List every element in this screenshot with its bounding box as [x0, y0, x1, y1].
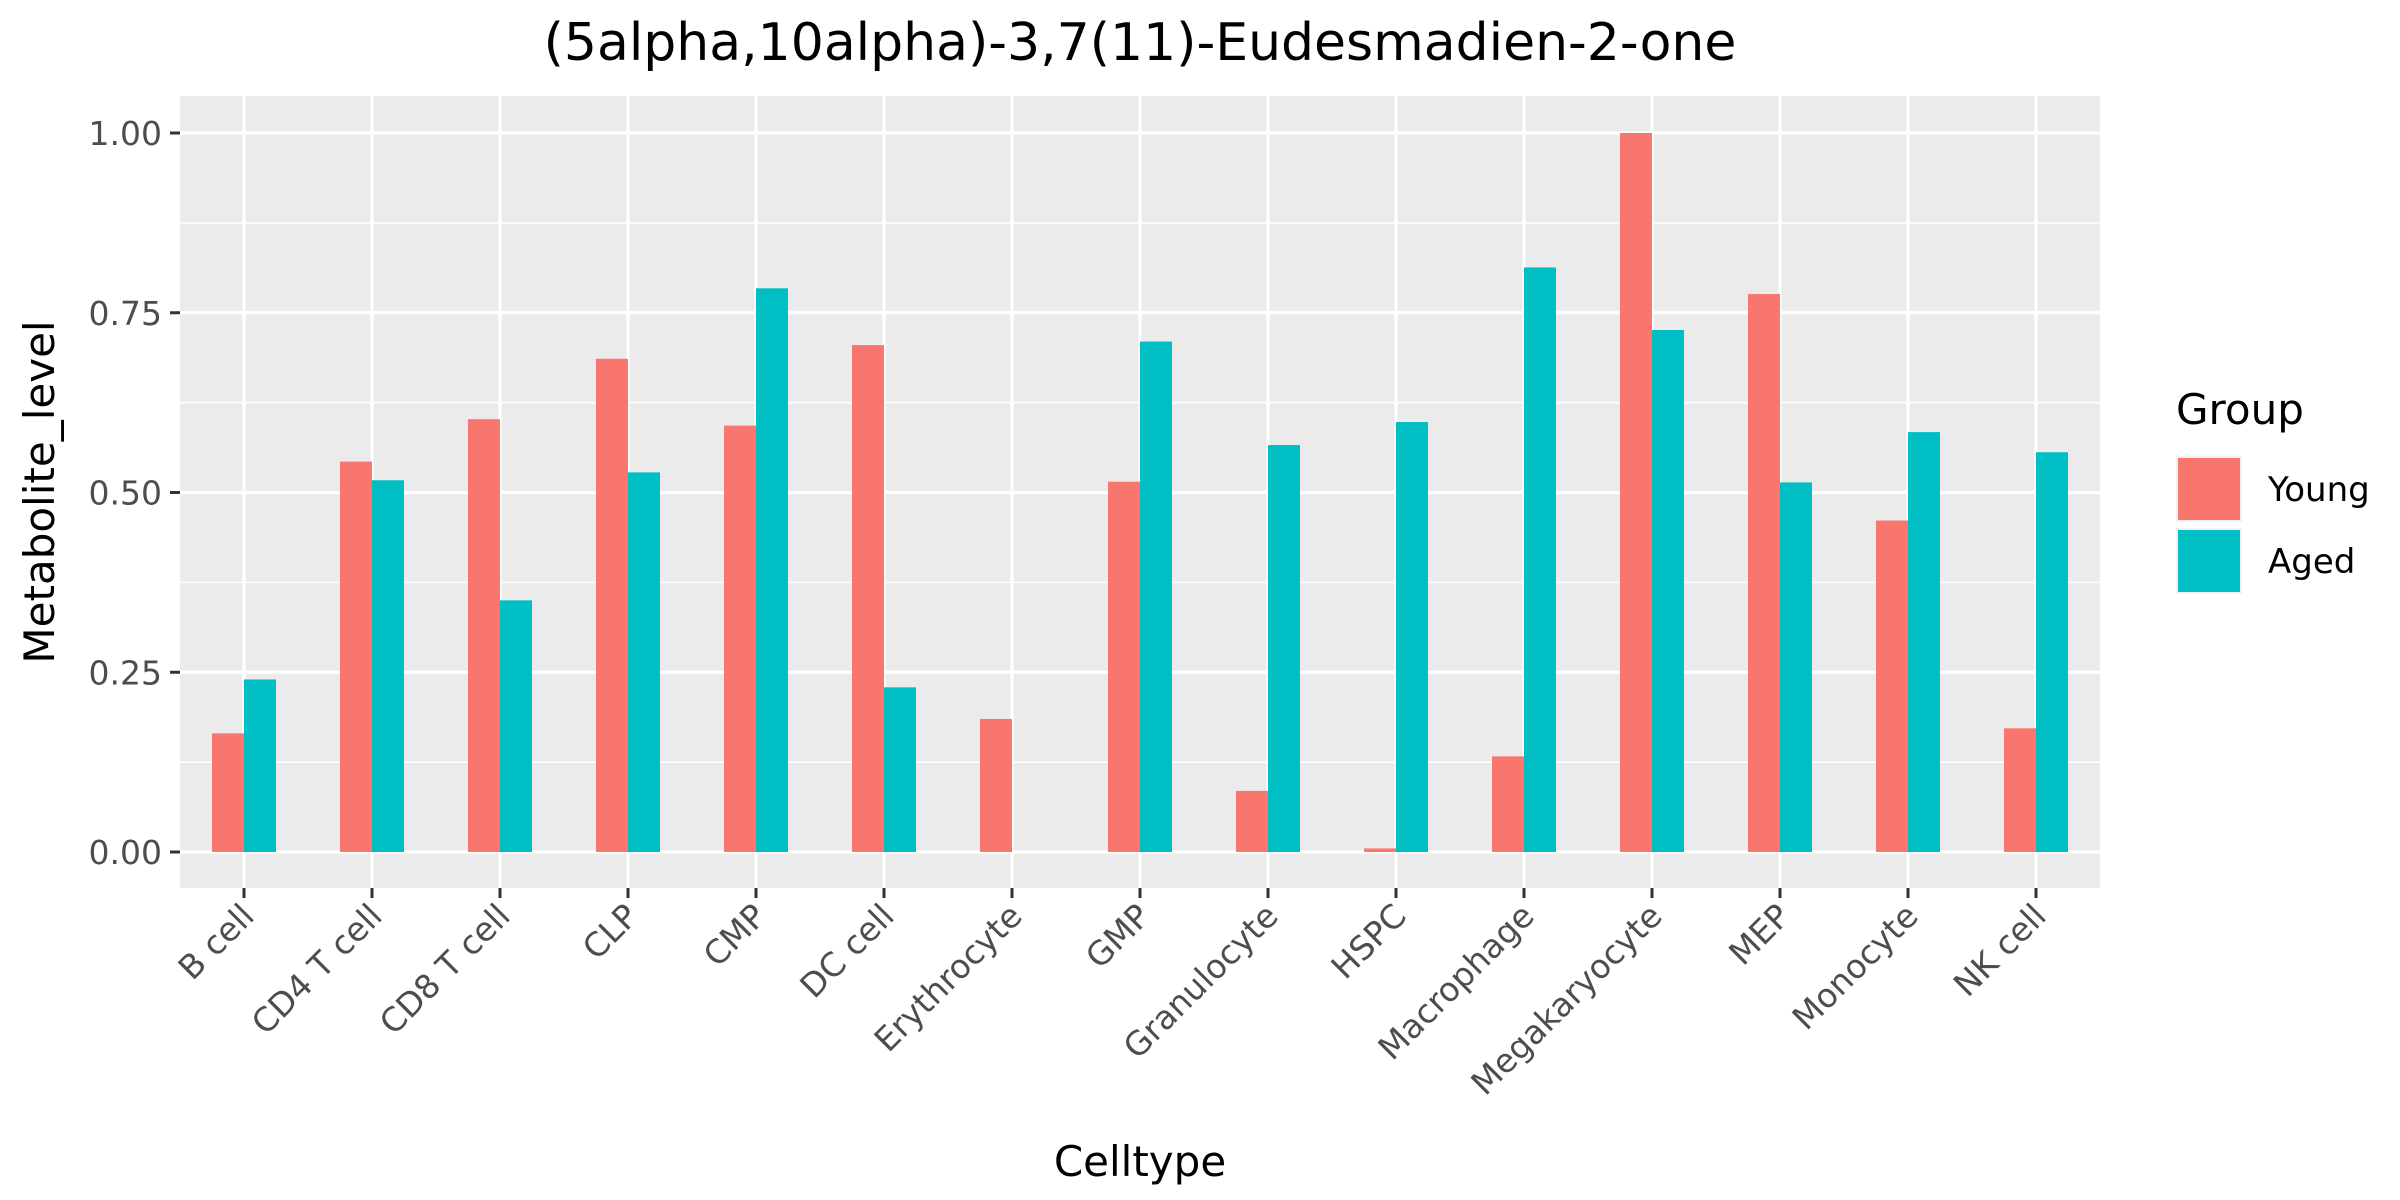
y-axis: 0.00 0.25 0.50 0.75 1.00: [89, 114, 180, 872]
y-tick-label: 1.00: [89, 114, 162, 153]
bar-series: [212, 133, 2068, 853]
bar-aged: [756, 288, 788, 853]
bar-young: [1364, 848, 1396, 852]
x-tick-label: NK cell: [1946, 896, 2054, 1004]
y-axis-title: Metabolite_level: [15, 320, 64, 663]
bar-aged: [884, 687, 916, 852]
legend-key-aged: [2178, 530, 2240, 592]
bar-young: [212, 733, 244, 852]
bar-aged: [1652, 330, 1684, 853]
bar-aged: [1268, 445, 1300, 852]
bar-young: [724, 425, 756, 852]
bar-aged: [1780, 482, 1812, 852]
bar-aged: [1396, 422, 1428, 852]
y-tick-label: 0.00: [89, 833, 162, 872]
bar-young: [2004, 728, 2036, 852]
bar-young: [596, 358, 628, 852]
bar-aged: [1908, 432, 1940, 852]
series-young: [212, 133, 2036, 852]
y-tick-label: 0.75: [89, 294, 162, 333]
bar-young: [1492, 756, 1524, 852]
bar-young: [1748, 294, 1780, 852]
bar-young: [340, 461, 372, 852]
legend: Group Young Aged: [2176, 385, 2370, 594]
y-tick-label: 0.25: [89, 653, 162, 692]
bar-young: [1236, 790, 1268, 852]
bar-aged: [372, 480, 404, 852]
bar-aged: [1140, 341, 1172, 852]
bar-young: [980, 718, 1012, 852]
x-tick-label: CMP: [696, 896, 774, 974]
chart-title: (5alpha,10alpha)-3,7(11)-Eudesmadien-2-o…: [544, 13, 1737, 73]
legend-key-young: [2178, 458, 2240, 520]
bar-aged: [500, 600, 532, 852]
x-tick-label: HSPC: [1323, 896, 1413, 986]
x-tick-label: Monocyte: [1784, 896, 1925, 1037]
bar-aged: [628, 472, 660, 852]
legend-label-aged: Aged: [2268, 542, 2355, 582]
legend-label-young: Young: [2267, 470, 2370, 510]
x-axis-title: Celltype: [1054, 1137, 1226, 1186]
x-tick-label: MEP: [1721, 896, 1798, 973]
x-tick-label: CLP: [575, 896, 646, 967]
x-tick-label: CD8 T cell: [372, 896, 518, 1042]
x-tick-label: GMP: [1078, 896, 1158, 976]
legend-title: Group: [2176, 385, 2304, 434]
bar-young: [1108, 481, 1140, 852]
x-tick-label: CD4 T cell: [244, 896, 390, 1042]
series-aged: [244, 267, 2068, 853]
bar-aged: [1524, 267, 1556, 852]
bar-young: [468, 419, 500, 852]
y-tick-label: 0.50: [89, 474, 162, 513]
bar-aged: [2036, 452, 2068, 852]
bar-aged: [244, 679, 276, 852]
x-tick-label: B cell: [170, 896, 261, 987]
bar-young: [1620, 133, 1652, 852]
bar-young: [852, 345, 884, 852]
bar-young: [1876, 520, 1908, 852]
x-tick-label: DC cell: [792, 896, 901, 1005]
